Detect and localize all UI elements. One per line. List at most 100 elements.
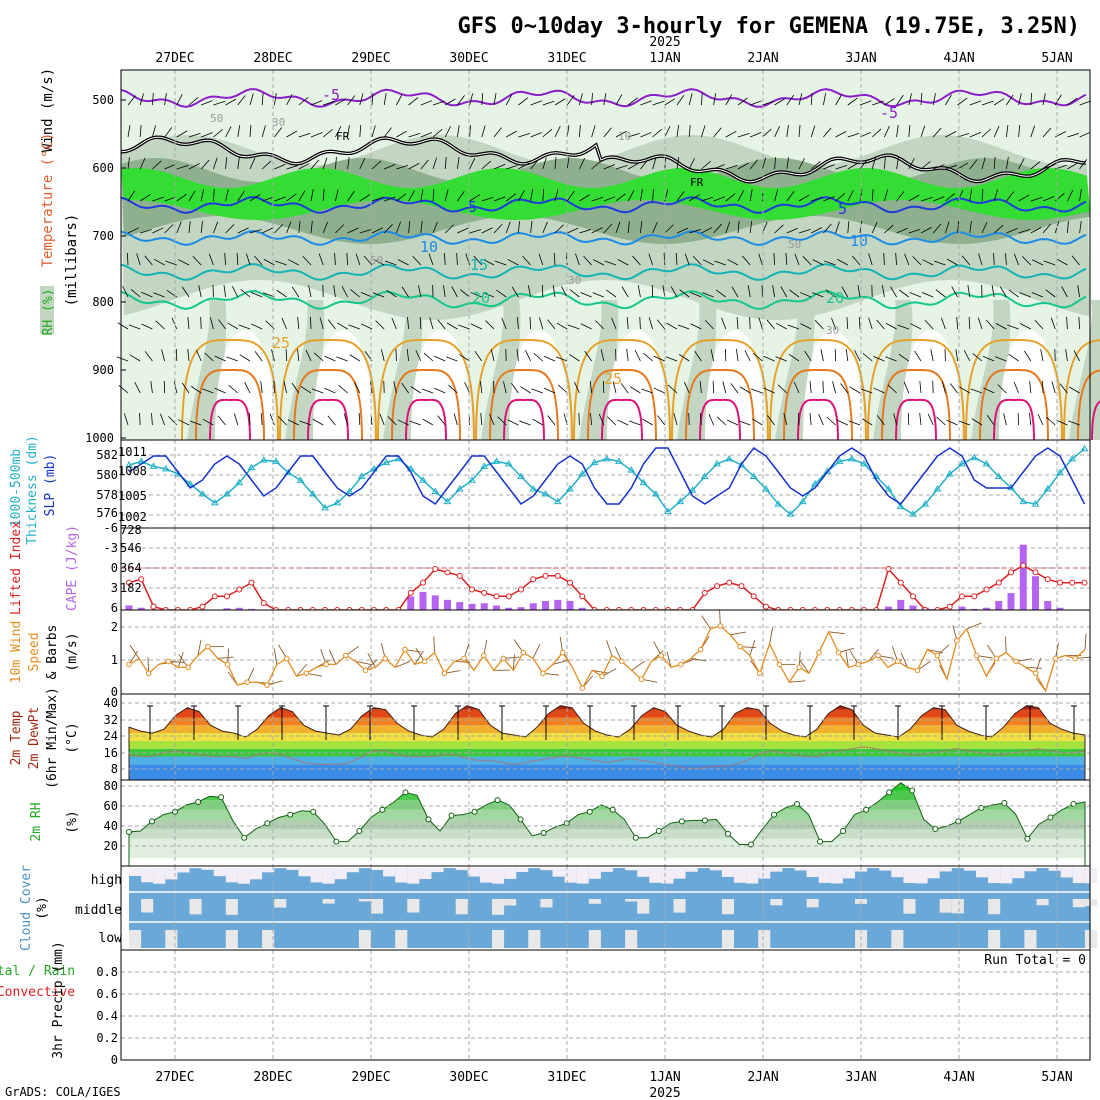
wind-barb <box>1068 420 1080 426</box>
wind-barb <box>777 384 788 394</box>
wind-barb <box>920 125 926 138</box>
thickness-line-point <box>676 497 685 505</box>
rh-point <box>333 838 340 845</box>
wind-barb <box>999 286 1007 298</box>
wind-barb <box>155 320 165 330</box>
thickness-line-point <box>1080 444 1089 452</box>
cloud-high-gap <box>600 868 613 872</box>
wind-barb <box>254 255 263 266</box>
wind-barb <box>213 129 224 138</box>
wind-barb <box>394 661 411 668</box>
cape-bar <box>885 606 892 610</box>
wind-barb <box>197 639 202 656</box>
wind-barb <box>912 256 922 266</box>
cloud-high-gap <box>504 868 517 879</box>
wind-barb <box>936 416 946 426</box>
wind-barb <box>152 160 162 170</box>
cloud-high-gap <box>903 868 916 883</box>
wind-barb <box>737 162 749 170</box>
day-label-top: 2JAN <box>747 51 778 66</box>
wind-barb <box>1067 190 1074 202</box>
wind-barb <box>615 164 628 170</box>
thickness-line-point <box>210 498 219 506</box>
wind-barb <box>298 221 301 234</box>
thickness-line-point <box>725 454 734 462</box>
lifted-index-line-point <box>542 572 549 579</box>
wind-barb <box>249 125 252 138</box>
wind-speed-point <box>421 658 428 665</box>
wind-barb <box>940 317 946 330</box>
pressure-tick-label: 1000 <box>85 431 114 445</box>
wind-barb <box>749 189 753 202</box>
temp-contour-lobe <box>475 338 573 441</box>
wind-barb <box>286 165 299 170</box>
wind-barb <box>359 194 371 202</box>
wind-barb <box>873 387 885 394</box>
cloud-low-gap <box>721 930 734 948</box>
wind-barb <box>670 286 678 298</box>
wind-speed-point <box>993 655 1000 662</box>
temp-contour-lobe <box>699 398 741 441</box>
wind-barb <box>993 125 1000 138</box>
panel-frame <box>120 949 1091 1061</box>
wind-barb <box>981 100 994 106</box>
wind-barb <box>531 388 543 394</box>
wind-barb <box>737 221 740 234</box>
wind-speed-point <box>678 661 684 668</box>
wind-barb <box>848 420 861 426</box>
cloud-high-gap <box>407 868 420 884</box>
wind-barb <box>299 420 312 426</box>
rh-point <box>701 817 708 824</box>
day-label-top: 1JAN <box>649 51 680 66</box>
wind-barb <box>262 196 274 202</box>
day-label-top: 5JAN <box>1041 51 1072 66</box>
wind-barb <box>312 418 324 426</box>
wind-barb <box>958 420 970 426</box>
wind-barb <box>823 164 835 170</box>
wind-barb <box>432 100 445 106</box>
cloud-low-gap <box>988 930 1001 948</box>
wind-barb <box>225 189 229 202</box>
wind-barb <box>920 196 933 202</box>
rh-point <box>425 816 432 823</box>
wind-barb <box>383 224 393 234</box>
wind-barb <box>319 317 324 330</box>
wind-barb <box>522 255 531 266</box>
wind-barb <box>408 221 411 234</box>
wind-barb <box>997 384 1007 394</box>
wind-barb <box>798 158 805 170</box>
day-label-bottom: 2JAN <box>747 1070 778 1085</box>
wind-barb <box>676 227 689 234</box>
wind10-speed-label: Speed <box>27 632 42 671</box>
wind-barb <box>177 651 184 668</box>
wind-barb <box>786 157 790 170</box>
wind-barb <box>762 128 772 138</box>
wind-barb <box>1018 158 1025 170</box>
wind-barb <box>249 229 262 234</box>
wind-barb <box>153 258 165 266</box>
wind-barb <box>310 100 323 106</box>
wind-barb <box>676 157 680 170</box>
temp-contour-lobe <box>671 338 769 441</box>
lifted-index-line-point <box>518 586 524 593</box>
wind-barb <box>127 227 139 234</box>
rh-point <box>632 834 639 841</box>
wind-barb <box>391 317 397 330</box>
wind-barb <box>274 127 283 138</box>
wind-barb <box>1024 350 1032 362</box>
wind-speed-point <box>1072 655 1078 662</box>
temp-contour-lobe <box>783 368 853 441</box>
axis-tick-label: 40 <box>104 696 118 710</box>
wind-barb <box>676 95 685 106</box>
thickness-line-point <box>345 487 354 495</box>
wind-barb <box>737 133 750 138</box>
wind-speed-point <box>579 685 586 691</box>
temp-contour-lobe <box>587 368 657 441</box>
day-label-bottom: 30DEC <box>449 1070 488 1085</box>
temp-contour-lobe <box>377 338 475 441</box>
wind-barb <box>360 323 373 330</box>
wind-barb <box>127 125 131 138</box>
wind-barb <box>538 253 544 266</box>
wind-speed-point <box>165 658 172 665</box>
wind-barb <box>981 128 992 138</box>
